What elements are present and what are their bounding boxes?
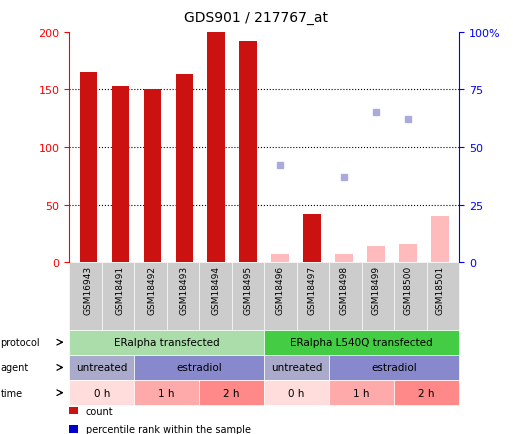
Text: agent: agent: [1, 363, 29, 372]
Text: untreated: untreated: [76, 363, 127, 372]
Text: 2 h: 2 h: [224, 388, 240, 398]
Text: count: count: [86, 406, 113, 415]
Text: ERalpha L540Q transfected: ERalpha L540Q transfected: [290, 338, 433, 347]
Text: 0 h: 0 h: [288, 388, 305, 398]
Bar: [144, 90, 161, 263]
Text: ERalpha transfected: ERalpha transfected: [114, 338, 220, 347]
Bar: [80, 73, 97, 263]
Text: 0 h: 0 h: [93, 388, 110, 398]
Bar: [207, 33, 225, 263]
Text: 1 h: 1 h: [353, 388, 370, 398]
Bar: [303, 214, 321, 263]
Text: time: time: [1, 388, 23, 398]
Bar: [240, 42, 257, 263]
Bar: [367, 247, 385, 263]
Text: untreated: untreated: [271, 363, 322, 372]
Text: protocol: protocol: [1, 338, 40, 347]
Bar: [112, 87, 129, 263]
Bar: [336, 254, 353, 263]
Bar: [399, 244, 417, 263]
Text: estradiol: estradiol: [176, 363, 222, 372]
Bar: [271, 254, 289, 263]
Text: 2 h: 2 h: [419, 388, 435, 398]
Text: 1 h: 1 h: [159, 388, 175, 398]
Text: GDS901 / 217767_at: GDS901 / 217767_at: [185, 11, 328, 25]
Text: estradiol: estradiol: [371, 363, 417, 372]
Bar: [431, 217, 449, 263]
Text: percentile rank within the sample: percentile rank within the sample: [86, 424, 251, 434]
Bar: [175, 75, 193, 263]
